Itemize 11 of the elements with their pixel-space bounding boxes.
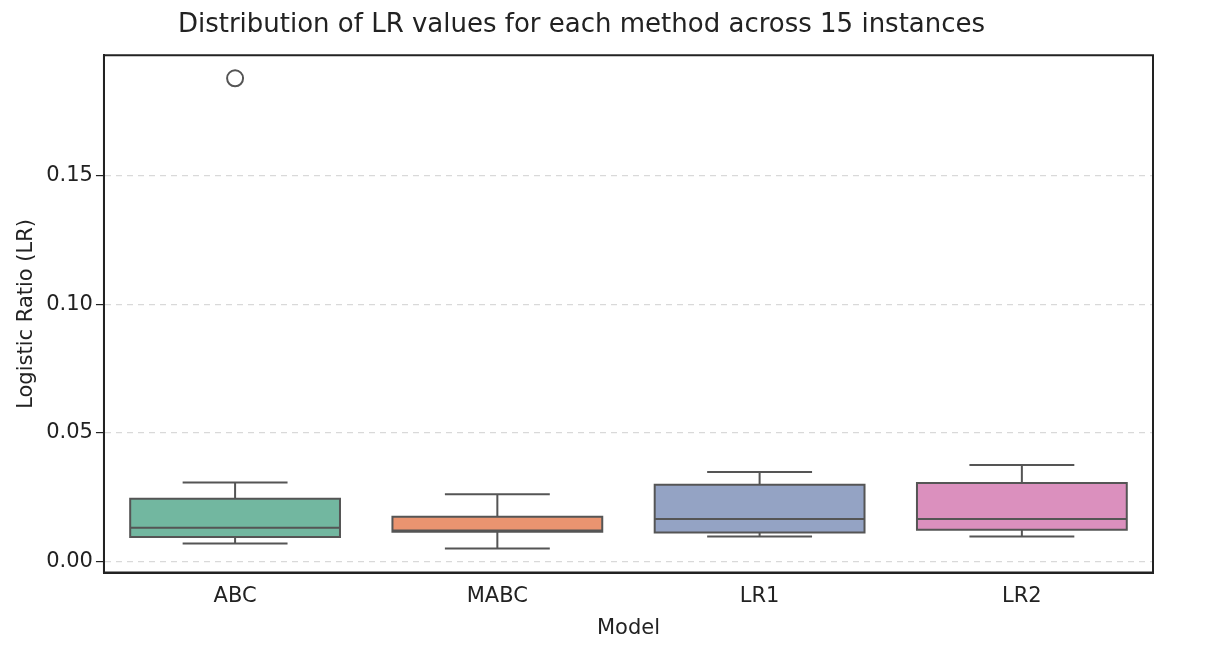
chart-title: Distribution of LR values for each method across 15 instances (177, 8, 986, 39)
y-tick-label: 0.10 (46, 290, 93, 315)
y-axis-title: Logistic Ratio (LR) (13, 218, 38, 409)
y-tick-label: 0.05 (46, 419, 93, 444)
y-tick-label: 0.15 (46, 162, 93, 187)
y-tick-label: 0.00 (46, 547, 93, 572)
x-tick-label: LR2 (1002, 582, 1042, 607)
x-tick-label: LR1 (739, 582, 780, 607)
x-tick-label: MABC (466, 582, 528, 607)
x-tick-label: ABC (213, 582, 257, 607)
x-axis-title: Model (596, 614, 661, 639)
